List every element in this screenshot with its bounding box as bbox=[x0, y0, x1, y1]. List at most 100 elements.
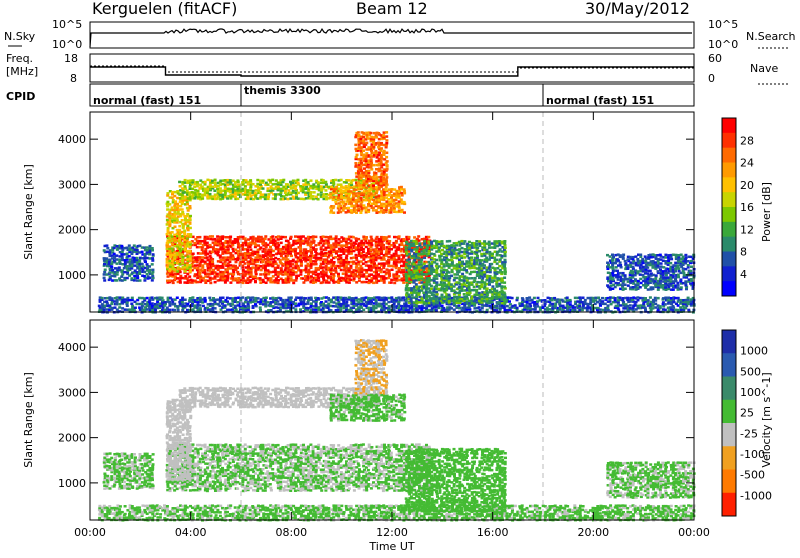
power-cell bbox=[468, 277, 471, 280]
power-cell bbox=[209, 244, 212, 247]
power-cell bbox=[348, 236, 351, 239]
power-cell bbox=[186, 258, 189, 261]
power-cell bbox=[458, 261, 461, 264]
power-cell bbox=[387, 198, 390, 201]
power-cell bbox=[257, 297, 260, 300]
power-cell bbox=[428, 299, 431, 302]
power-cell bbox=[347, 304, 350, 307]
power-cell bbox=[423, 240, 426, 243]
power-cell bbox=[598, 299, 601, 302]
power-cell bbox=[453, 273, 456, 276]
power-cell bbox=[375, 186, 378, 189]
power-cell bbox=[299, 244, 302, 247]
power-cell bbox=[276, 300, 279, 303]
power-cell bbox=[317, 181, 320, 184]
power-cell bbox=[189, 270, 192, 273]
power-cell bbox=[201, 194, 204, 197]
power-cell bbox=[272, 183, 275, 186]
power-cell bbox=[176, 190, 179, 193]
power-cell bbox=[250, 273, 253, 276]
power-cell bbox=[265, 282, 268, 285]
power-cell bbox=[357, 205, 360, 208]
power-cell bbox=[380, 166, 383, 169]
power-cell bbox=[463, 256, 466, 259]
power-cell bbox=[430, 253, 433, 256]
power-cell bbox=[262, 187, 265, 190]
power-cell bbox=[246, 248, 249, 251]
power-cell bbox=[435, 281, 438, 284]
power-cell bbox=[368, 282, 371, 285]
power-cell bbox=[478, 306, 481, 309]
power-cell bbox=[644, 297, 647, 300]
power-cell bbox=[452, 300, 455, 303]
power-cell bbox=[251, 259, 254, 262]
power-cell bbox=[322, 266, 325, 269]
power-cell bbox=[383, 236, 386, 239]
power-cell bbox=[378, 296, 381, 299]
power-cell bbox=[461, 273, 464, 276]
power-cell bbox=[437, 249, 440, 252]
power-cell bbox=[208, 297, 211, 300]
power-cell bbox=[169, 268, 172, 271]
power-cell bbox=[380, 154, 383, 157]
power-cell bbox=[188, 299, 191, 302]
power-cell bbox=[345, 238, 348, 241]
power-cell bbox=[441, 243, 444, 246]
power-cell bbox=[453, 289, 456, 292]
power-cell bbox=[410, 249, 413, 252]
power-cell bbox=[256, 179, 259, 182]
power-cell bbox=[143, 297, 146, 300]
power-cell bbox=[562, 305, 565, 308]
power-cell bbox=[297, 182, 300, 185]
power-cell bbox=[458, 241, 461, 244]
power-cell bbox=[559, 307, 562, 310]
power-cell bbox=[348, 281, 351, 284]
power-cell bbox=[367, 146, 370, 149]
power-cell bbox=[609, 296, 612, 299]
power-cell bbox=[249, 276, 252, 279]
power-cell bbox=[173, 309, 176, 312]
power-cell bbox=[204, 183, 207, 186]
power-cell bbox=[284, 190, 287, 193]
power-cell bbox=[166, 201, 169, 204]
power-cell bbox=[221, 235, 224, 238]
power-cell bbox=[526, 305, 529, 308]
power-cell bbox=[115, 303, 118, 306]
power-cell bbox=[264, 265, 267, 268]
power-cell bbox=[209, 299, 212, 302]
power-cell bbox=[634, 303, 637, 306]
power-cell bbox=[292, 259, 295, 262]
power-cell bbox=[335, 186, 338, 189]
power-cell bbox=[405, 273, 408, 276]
power-cell bbox=[310, 267, 313, 270]
power-cell bbox=[332, 251, 335, 254]
power-cell bbox=[275, 297, 278, 300]
power-cell bbox=[340, 244, 343, 247]
power-cell bbox=[327, 303, 330, 306]
power-cell bbox=[269, 271, 272, 274]
power-cell bbox=[262, 180, 265, 183]
power-cell bbox=[337, 184, 340, 187]
power-cell bbox=[196, 246, 199, 249]
power-cell bbox=[282, 257, 285, 260]
power-cell bbox=[281, 299, 284, 302]
power-cell bbox=[294, 185, 297, 188]
power-cell bbox=[216, 248, 219, 251]
power-cell bbox=[281, 279, 284, 282]
power-cell bbox=[423, 249, 426, 252]
power-cell bbox=[418, 286, 421, 289]
power-cell bbox=[257, 265, 260, 268]
power-cell bbox=[397, 307, 400, 310]
power-cell bbox=[422, 292, 425, 295]
power-cell bbox=[325, 300, 328, 303]
power-cell bbox=[174, 226, 177, 229]
power-cell bbox=[299, 308, 302, 311]
power-cell bbox=[267, 196, 270, 199]
power-cell bbox=[227, 273, 230, 276]
power-cell bbox=[344, 249, 347, 252]
power-cell bbox=[386, 164, 389, 167]
power-cell bbox=[168, 309, 171, 312]
power-cell bbox=[410, 273, 413, 276]
power-cell bbox=[252, 198, 255, 201]
power-cell bbox=[428, 250, 431, 253]
